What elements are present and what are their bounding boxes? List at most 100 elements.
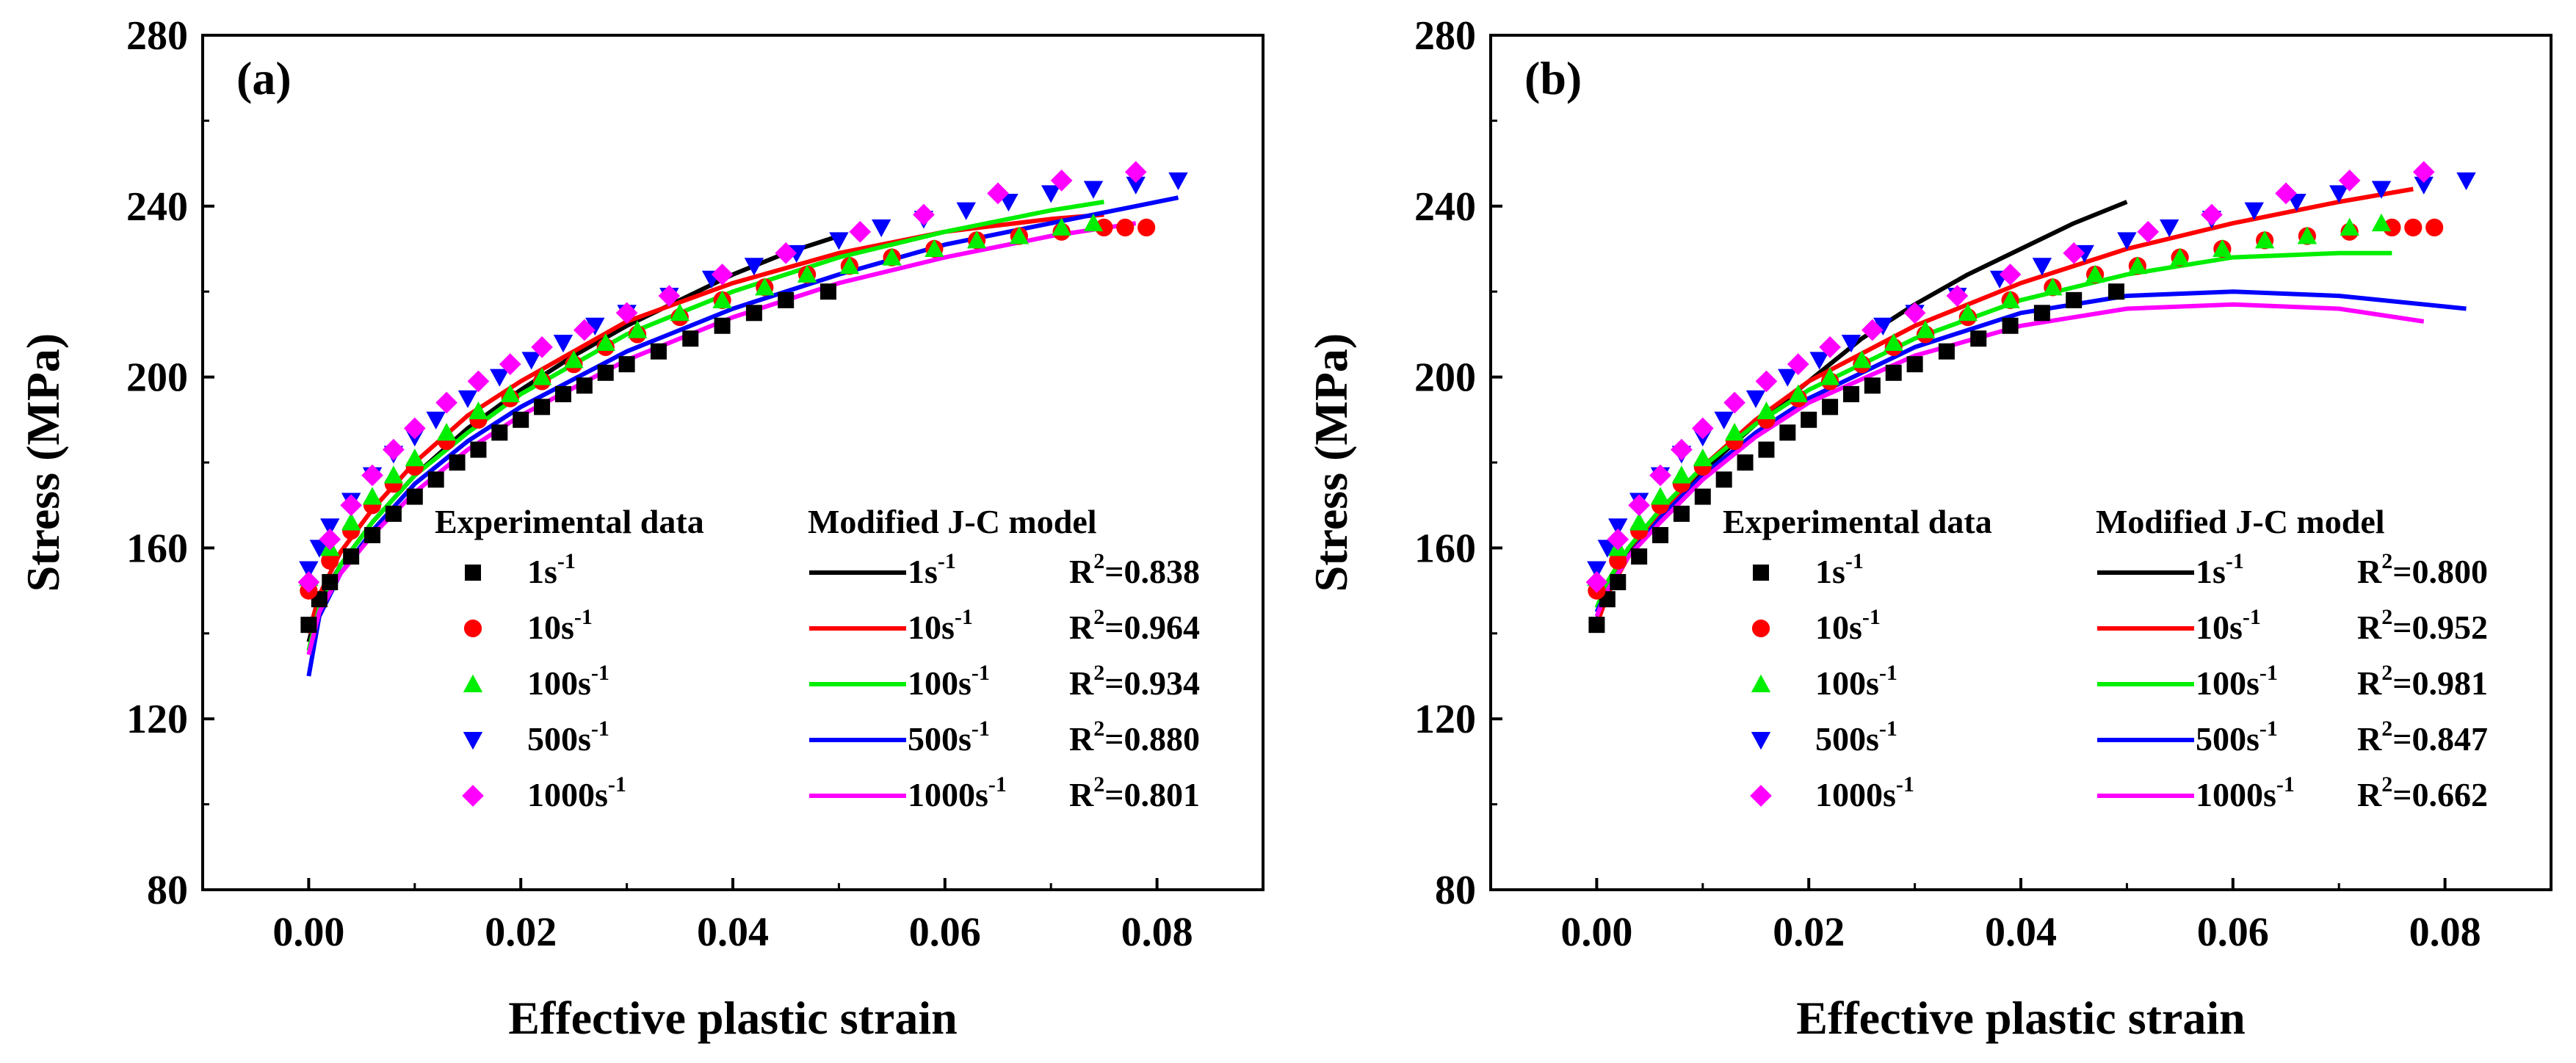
data-point-1s [406, 488, 423, 505]
data-point-500s [1608, 518, 1628, 537]
legend-exp-label-base: 1000s [1815, 776, 1896, 813]
data-point-500s [1809, 352, 1829, 370]
legend-exp-label-sup: -1 [608, 772, 626, 797]
data-point-10s [1116, 218, 1135, 236]
legend-marker-500s [1751, 732, 1771, 750]
data-point-1s [1885, 364, 1902, 381]
data-point-100s [2213, 239, 2232, 257]
data-point-10s [2404, 218, 2423, 236]
data-point-1000s [467, 370, 490, 393]
y-tick-label: 240 [126, 184, 188, 230]
legend-r2: R2=0.964 [1069, 605, 1200, 646]
x-tick-label: 0.06 [909, 910, 981, 955]
legend-r2: R2=0.952 [2357, 605, 2488, 646]
legend-exp-label-sup: -1 [591, 716, 609, 741]
legend-model-label-base: 1s [2196, 553, 2226, 590]
data-point-1000s [658, 285, 681, 307]
data-point-1000s [403, 417, 426, 440]
data-point-100s [405, 448, 424, 467]
legend-exp-label-sup: -1 [1896, 772, 1914, 797]
legend-r2-value: =0.981 [2392, 664, 2488, 702]
legend-exp-label-base: 10s [1815, 609, 1862, 646]
data-point-100s [712, 290, 732, 308]
legend-model-label-sup: -1 [955, 605, 973, 629]
legend-r2-base: R [2357, 664, 2382, 702]
legend-r2: R2=0.800 [2357, 549, 2488, 590]
data-point-100s [1884, 333, 1903, 352]
x-tick-label: 0.04 [1985, 910, 2057, 955]
legend-model-title: Modified J-C model [2096, 503, 2385, 540]
data-point-1s [618, 356, 635, 373]
y-tick-label: 80 [1435, 868, 1476, 913]
data-point-1000s [1819, 336, 1841, 358]
panel-label: (a) [236, 52, 292, 104]
data-point-1s [2033, 305, 2050, 322]
data-point-500s [521, 352, 541, 370]
data-point-1s [513, 411, 529, 428]
data-point-1000s [1861, 319, 1884, 341]
data-point-1000s [2338, 170, 2361, 192]
x-axis-label: Effective plastic strain [1796, 992, 2245, 1044]
data-point-100s [882, 247, 902, 266]
legend-model-label-base: 500s [2196, 720, 2260, 758]
data-point-1000s [1787, 353, 1809, 375]
data-point-100s [1915, 320, 1936, 338]
x-tick-label: 0.02 [485, 910, 557, 955]
y-tick-label: 160 [1414, 526, 1476, 571]
legend-r2-value: =0.847 [2392, 720, 2488, 758]
data-point-1s [1737, 454, 1754, 471]
data-point-100s [839, 256, 860, 275]
data-point-1s [2066, 291, 2083, 308]
legend-r2-sup: 2 [1093, 661, 1104, 685]
legend-model-label: 100s-1 [908, 661, 990, 702]
y-axis-label: Stress (MPa) [17, 333, 69, 592]
fit-line-100s [306, 200, 1104, 651]
data-point-100s [2340, 217, 2359, 236]
data-point-1000s [319, 528, 341, 551]
data-point-1s [682, 330, 699, 347]
legend-r2-sup: 2 [2381, 772, 2392, 797]
data-point-100s [1788, 384, 1808, 402]
data-point-10s [1609, 551, 1627, 570]
x-tick-label: 0.00 [1560, 910, 1632, 955]
chart-panel-b: 0.00 0.02 0.04 0.06 0.08 80 120 160 200 240 280 Eff… [1305, 13, 2553, 1044]
legend-marker-1000s [462, 785, 484, 807]
data-point-500s [2371, 181, 2392, 199]
data-point-1000s [531, 336, 553, 358]
data-point-1s [1779, 424, 1796, 441]
data-point-100s [383, 465, 404, 484]
legend-r2: R2=0.838 [1069, 549, 1200, 590]
legend-model-label: 1s-1 [2196, 549, 2244, 590]
legend-r2: R2=0.801 [1069, 772, 1200, 813]
legend-exp-label: 1s-1 [527, 549, 576, 590]
chart-panel-a: 0.00 0.02 0.04 0.06 0.08 80 120 160 200 240 280 Eff… [17, 13, 1265, 1044]
legend-r2-sup: 2 [2381, 549, 2392, 573]
legend-exp-label-base: 1s [527, 553, 557, 590]
legend-marker-1000s [1750, 785, 1772, 807]
data-point-1000s [1050, 170, 1073, 192]
legend-model-label-sup: -1 [972, 661, 990, 685]
legend-model-label-sup: -1 [2260, 661, 2278, 685]
data-point-10s [321, 551, 339, 570]
data-point-1s [1801, 411, 1817, 428]
data-point-500s [490, 369, 510, 387]
data-point-1s [554, 385, 571, 402]
legend-model-label-base: 100s [2196, 664, 2260, 702]
data-point-100s [1650, 487, 1671, 505]
data-point-500s [1873, 317, 1893, 335]
legend-model-label: 1000s-1 [908, 772, 1007, 813]
data-point-100s [1009, 226, 1030, 244]
data-point-500s [1841, 335, 1862, 353]
legend-r2-sup: 2 [1093, 605, 1104, 629]
data-point-1000s [383, 438, 405, 461]
panel-label: (b) [1524, 52, 1582, 104]
legend-r2: R2=0.981 [2357, 661, 2488, 702]
data-point-1000s [1755, 370, 1778, 393]
legend-marker-10s [1751, 619, 1770, 638]
legend-exp-label-base: 1s [1815, 553, 1845, 590]
data-point-1000s [913, 203, 935, 226]
data-point-1000s [361, 464, 383, 487]
data-point-500s [553, 335, 574, 353]
legend-exp-label: 100s-1 [527, 661, 609, 702]
data-point-1s [322, 573, 339, 590]
